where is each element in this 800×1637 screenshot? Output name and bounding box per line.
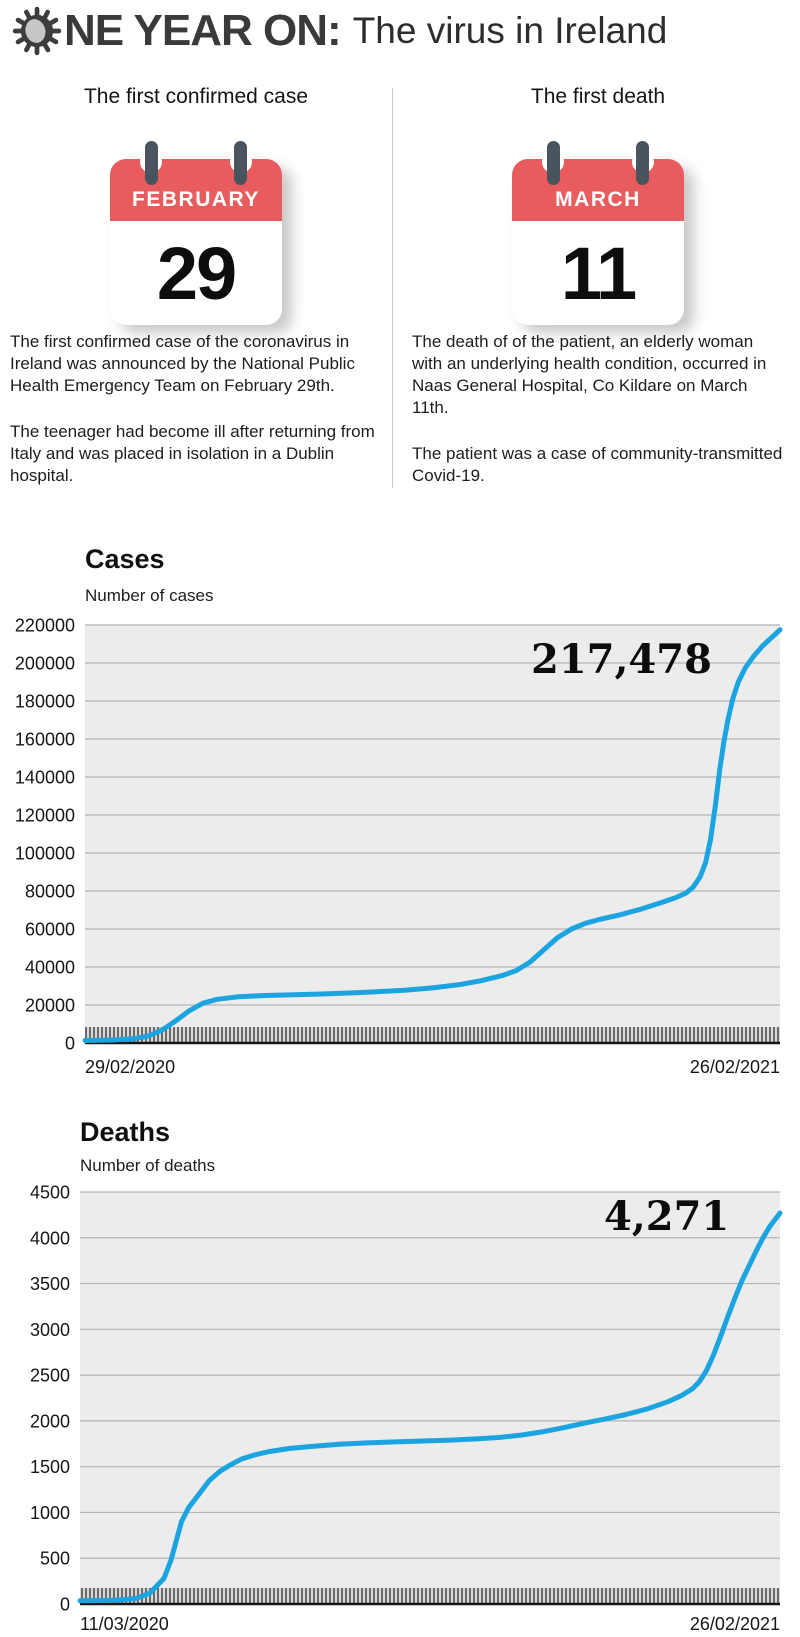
first-case-heading: The first confirmed case bbox=[83, 85, 309, 108]
svg-text:11/03/2020: 11/03/2020 bbox=[80, 1614, 169, 1634]
calendar-header: MARCH bbox=[512, 141, 684, 221]
first-death-heading: The first death bbox=[530, 85, 666, 108]
cases-final-value-label: 217,478 bbox=[531, 636, 712, 683]
svg-text:120000: 120000 bbox=[15, 806, 75, 826]
svg-text:3500: 3500 bbox=[30, 1274, 70, 1294]
deaths-chart-title: Deaths bbox=[80, 1117, 171, 1147]
calendar-header: FEBRUARY bbox=[110, 141, 282, 221]
first-case-paragraph-2: The teenager had become ill after return… bbox=[10, 422, 375, 485]
svg-text:29/02/2020: 29/02/2020 bbox=[85, 1057, 175, 1077]
calendar-peg bbox=[144, 141, 158, 185]
calendar-month: MARCH bbox=[555, 188, 641, 211]
first-death-paragraph-1: The death of of the patient, an elderly … bbox=[412, 332, 767, 417]
svg-text:1000: 1000 bbox=[30, 1503, 70, 1523]
svg-text:60000: 60000 bbox=[25, 920, 75, 940]
svg-text:20000: 20000 bbox=[25, 996, 75, 1016]
svg-text:220000: 220000 bbox=[15, 616, 75, 636]
calendar-body: 11 bbox=[512, 221, 684, 325]
calendar-peg bbox=[636, 141, 650, 185]
svg-text:1500: 1500 bbox=[30, 1457, 70, 1477]
deaths-line-chart: 0 500 1000 1500 2000 2500 3000 3500 4000 4500 11/0… bbox=[30, 1183, 783, 1634]
svg-text:26/02/2021: 26/02/2021 bbox=[690, 1614, 780, 1634]
svg-text:0: 0 bbox=[65, 1034, 75, 1054]
column-divider bbox=[392, 88, 393, 488]
first-death-paragraph-2: The patient was a case of community-tran… bbox=[412, 444, 783, 485]
deaths-chart-subtitle: Number of deaths bbox=[80, 1156, 216, 1175]
calendar-peg bbox=[546, 141, 560, 185]
cases-chart-subtitle: Number of cases bbox=[85, 586, 214, 605]
svg-text:2000: 2000 bbox=[30, 1411, 70, 1431]
svg-text:26/02/2021: 26/02/2021 bbox=[690, 1057, 780, 1077]
calendar-body: 29 bbox=[110, 221, 282, 325]
page-title-bold: NE YEAR ON: bbox=[64, 6, 342, 55]
first-case-paragraph-1: The first confirmed case of the coronavi… bbox=[10, 332, 355, 395]
calendar-march: MARCH 11 bbox=[512, 141, 684, 325]
masthead: NE YEAR ON: The virus in Ireland bbox=[12, 6, 667, 56]
svg-text:2500: 2500 bbox=[30, 1366, 70, 1386]
cases-line-chart: 0 20000 40000 60000 80000 100000 120000 140000 1… bbox=[15, 616, 783, 1077]
svg-text:4500: 4500 bbox=[30, 1183, 70, 1203]
svg-text:100000: 100000 bbox=[15, 844, 75, 864]
svg-text:3000: 3000 bbox=[30, 1320, 70, 1340]
calendar-peg bbox=[234, 141, 248, 185]
first-death-column: The first death MARCH 11 The death of of… bbox=[412, 85, 784, 511]
calendar-february: FEBRUARY 29 bbox=[110, 141, 282, 325]
svg-text:160000: 160000 bbox=[15, 730, 75, 750]
svg-text:80000: 80000 bbox=[25, 882, 75, 902]
cases-chart-title: Cases bbox=[85, 544, 165, 574]
calendar-day: 11 bbox=[560, 231, 637, 315]
svg-text:4000: 4000 bbox=[30, 1228, 70, 1248]
svg-text:40000: 40000 bbox=[25, 958, 75, 978]
svg-text:0: 0 bbox=[60, 1595, 70, 1615]
svg-text:180000: 180000 bbox=[15, 692, 75, 712]
virus-icon bbox=[12, 6, 62, 56]
calendar-day: 29 bbox=[156, 231, 237, 315]
svg-text:500: 500 bbox=[40, 1549, 70, 1569]
svg-text:200000: 200000 bbox=[15, 654, 75, 674]
calendar-month: FEBRUARY bbox=[132, 188, 260, 211]
svg-text:140000: 140000 bbox=[15, 768, 75, 788]
page-title-rest: The virus in Ireland bbox=[352, 10, 668, 51]
first-case-column: The first confirmed case FEBRUARY 29 The… bbox=[10, 85, 382, 511]
deaths-final-value-label: 4,271 bbox=[604, 1193, 730, 1240]
